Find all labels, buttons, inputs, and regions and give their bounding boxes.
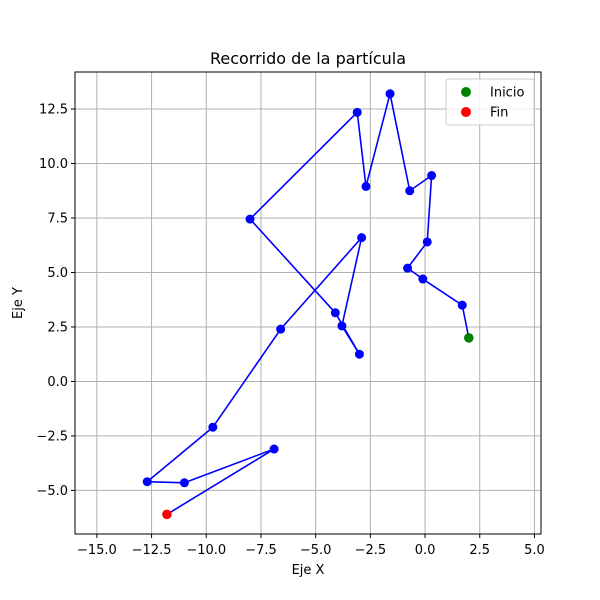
path-segment xyxy=(406,241,428,269)
legend-marker-fin xyxy=(461,107,471,117)
path-point xyxy=(418,274,428,284)
path-segment xyxy=(146,426,214,483)
path-segment xyxy=(212,328,282,428)
y-tick-label: 2.5 xyxy=(47,320,68,335)
path-segment xyxy=(426,175,433,243)
path-lines xyxy=(146,93,470,516)
path-point xyxy=(330,308,340,318)
path-point xyxy=(269,444,279,454)
path-points xyxy=(142,89,474,520)
path-segment xyxy=(147,480,185,484)
y-tick-label: 7.5 xyxy=(47,212,68,227)
path-segment xyxy=(184,448,275,484)
y-axis-label: Eje Y xyxy=(11,287,26,319)
path-point xyxy=(405,186,415,196)
path-segment xyxy=(422,278,463,306)
path-point xyxy=(352,107,362,117)
path-point xyxy=(357,233,367,243)
x-tick-label: −10.0 xyxy=(186,543,226,558)
legend-label-inicio: Inicio xyxy=(490,86,524,101)
x-tick-label: −7.5 xyxy=(245,543,277,558)
path-point xyxy=(427,171,437,181)
plot-frame xyxy=(74,71,542,535)
y-tick-label: 0.0 xyxy=(47,375,68,390)
legend: Inicio Fin xyxy=(445,78,535,126)
path-point xyxy=(337,321,347,331)
x-tick-label: 0.0 xyxy=(415,543,436,558)
path-segment xyxy=(461,305,470,339)
path-point xyxy=(403,263,413,273)
path-segment xyxy=(365,93,391,187)
start-point xyxy=(464,333,474,343)
x-tick-label: −5.0 xyxy=(300,543,332,558)
x-tick-label: −15.0 xyxy=(77,543,117,558)
path-segment xyxy=(356,112,367,187)
path-point xyxy=(361,181,371,191)
y-tick-label: 5.0 xyxy=(47,266,68,281)
path-segment xyxy=(249,218,336,314)
x-tick-label: 5.0 xyxy=(524,543,545,558)
x-axis-label: Eje X xyxy=(292,563,325,578)
path-segment xyxy=(341,325,361,355)
path-point xyxy=(208,422,218,432)
path-point xyxy=(142,477,152,487)
grid xyxy=(75,72,541,534)
y-tick-label: 12.5 xyxy=(39,103,68,118)
path-segment xyxy=(166,448,275,516)
chart-title: Recorrido de la partícula xyxy=(210,49,406,68)
legend-label-fin: Fin xyxy=(490,106,508,121)
path-segment xyxy=(389,93,411,191)
path-point xyxy=(276,324,286,334)
path-segment xyxy=(249,111,358,220)
y-tick-label: −5.0 xyxy=(36,484,68,499)
axis-ticks: −15.0 −12.5 −10.0 −7.5 −5.0 −2.5 0.0 2.5 5.0 −5.0… xyxy=(36,103,544,558)
x-tick-label: −2.5 xyxy=(355,543,387,558)
end-point xyxy=(162,509,172,520)
x-tick-label: 2.5 xyxy=(469,543,490,558)
legend-marker-inicio xyxy=(461,87,471,97)
path-point xyxy=(245,214,255,224)
path-point xyxy=(354,349,364,359)
path-point xyxy=(385,89,395,99)
y-tick-label: 10.0 xyxy=(39,157,68,172)
path-segment xyxy=(280,237,363,330)
path-point xyxy=(179,478,189,488)
y-tick-label: −2.5 xyxy=(36,429,68,444)
path-point xyxy=(422,237,432,247)
path-point xyxy=(457,300,467,310)
path-segment xyxy=(341,237,363,327)
x-tick-label: −12.5 xyxy=(132,543,172,558)
